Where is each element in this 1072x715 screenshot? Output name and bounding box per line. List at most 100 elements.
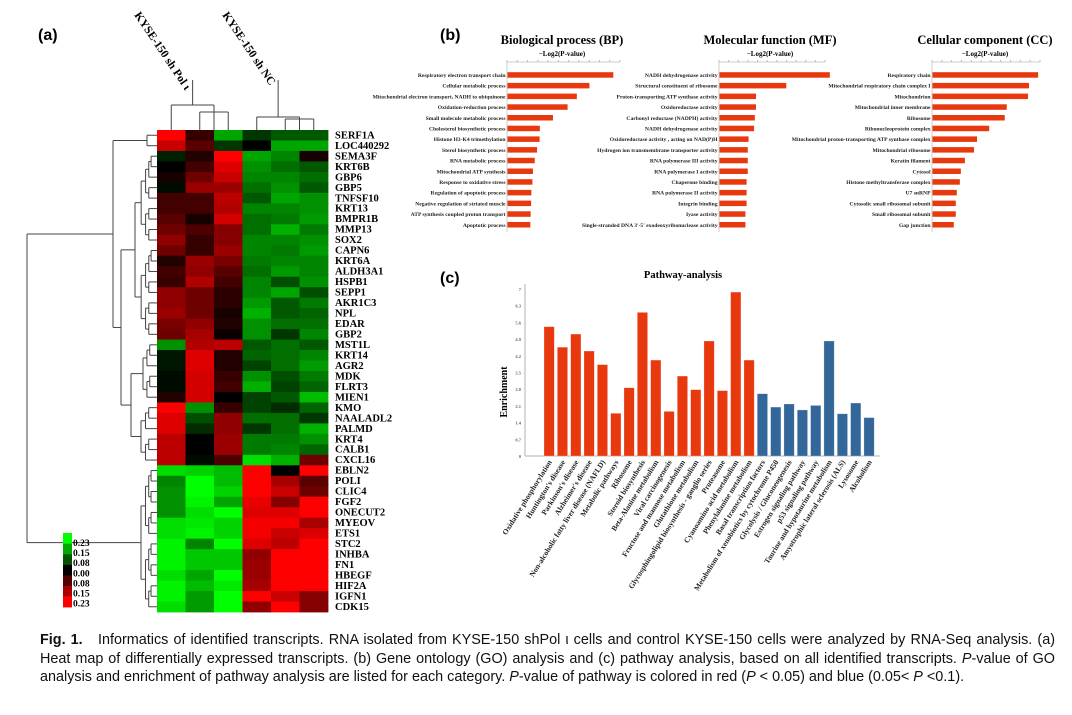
heatmap-cell — [242, 559, 272, 571]
heatmap-cell — [271, 161, 300, 173]
go-term-label: Small ribosomal subunit — [872, 212, 931, 218]
heatmap-cell — [157, 549, 186, 561]
heatmap-cell — [299, 538, 329, 550]
go-bar — [507, 125, 540, 132]
heatmap-cell — [242, 412, 272, 424]
go-term-label: Mitochondrial respiratory chain complex … — [828, 84, 930, 90]
gene-label: CLIC4 — [335, 487, 367, 498]
gene-label: TNFSF10 — [335, 193, 379, 204]
heatmap-cell — [271, 371, 300, 382]
gene-label: AKR1C3 — [335, 298, 376, 309]
gene-label: KRT6A — [335, 256, 371, 267]
heatmap-cell — [299, 213, 329, 225]
heatmap-cell — [214, 475, 243, 487]
heatmap-cell — [299, 402, 329, 414]
heatmap-cell — [185, 402, 215, 414]
gene-label: CAPN6 — [335, 246, 369, 257]
heatmap-cell — [299, 318, 329, 330]
heatmap-cell — [157, 234, 186, 246]
heatmap-cell — [214, 381, 243, 393]
pathway-bar — [623, 387, 635, 457]
go-term-label: Oxidoreductase activity , acting on NAD(… — [610, 136, 718, 143]
pathway-bar — [810, 405, 822, 457]
go-term-label: Sterol biosynthetic process — [442, 148, 506, 154]
heatmap-cell — [214, 360, 243, 372]
heatmap-cell — [242, 318, 272, 330]
legend-label: 0.15 — [73, 590, 90, 600]
heatmap-cell — [185, 486, 215, 498]
gene-label: ALDH3A1 — [335, 267, 383, 278]
heatmap-cell — [214, 559, 243, 571]
heatmap-cell — [214, 203, 243, 215]
heatmap-cell — [214, 287, 243, 299]
gene-label: SERF1A — [335, 130, 375, 141]
heatmap-cell — [299, 433, 329, 445]
heatmap-cell — [214, 182, 243, 194]
heatmap-cell — [214, 276, 243, 288]
heatmap-cell — [299, 444, 329, 456]
heatmap-cell — [214, 213, 243, 225]
go-term-label: Cytosol — [912, 169, 930, 175]
caption-p: P — [913, 669, 923, 686]
go-bar — [507, 115, 553, 121]
go-term-label: U7 snRNP — [905, 191, 931, 197]
go-term-label: Response to oxidative stress — [439, 180, 506, 186]
heatmap-cell — [185, 444, 215, 456]
pathway-bar — [610, 412, 622, 457]
go-bar — [507, 147, 538, 153]
color-legend: 0.230.150.080.000.080.150.23 — [63, 533, 90, 610]
go-bar — [932, 157, 965, 164]
heatmap-cell — [214, 507, 243, 519]
heatmap-cell — [271, 234, 300, 246]
legend-label: 0.08 — [73, 559, 90, 569]
heatmap-cell — [185, 454, 215, 466]
heatmap-cell — [214, 454, 243, 466]
heatmap-cell — [271, 140, 300, 152]
heatmap-cell — [185, 297, 215, 309]
heatmap-cell — [185, 559, 215, 571]
heatmap-cell — [214, 538, 243, 550]
heatmap-cell — [271, 570, 300, 581]
go-bar — [719, 125, 755, 132]
pathway-bar — [756, 393, 768, 457]
go-bar — [507, 136, 540, 142]
heatmap-cell — [157, 433, 186, 445]
heatmap-cell — [242, 287, 272, 299]
axis-label: −Log2(P-value) — [747, 50, 794, 58]
caption-text: -value of pathway is colored in red ( — [518, 669, 747, 686]
pathway-bar — [690, 389, 702, 457]
go-bar — [719, 147, 748, 153]
heatmap-cell — [185, 203, 215, 215]
gene-label: STC2 — [335, 539, 361, 550]
heatmap-cell — [185, 182, 215, 194]
go-bar — [932, 189, 957, 196]
heatmap-cell — [157, 360, 186, 372]
heatmap-cell — [271, 559, 300, 571]
heatmap-cell — [185, 433, 215, 445]
gene-label: MMP13 — [335, 225, 372, 236]
heatmap-cell — [157, 591, 186, 602]
heatmap-cell — [157, 350, 186, 361]
pathway-bar — [823, 340, 835, 457]
heatmap-cell — [242, 308, 272, 320]
go-term-label: Integrin binding — [678, 201, 718, 207]
go-bar — [719, 93, 757, 100]
caption-figure-number: Fig. 1. — [40, 632, 83, 648]
axis-label: −Log2(P-value) — [539, 50, 586, 58]
heatmap-cell — [157, 140, 186, 152]
legend-swatch — [63, 543, 72, 555]
heatmap-cell — [214, 517, 243, 529]
go-bar — [932, 211, 956, 217]
gene-label: SEMA3F — [335, 151, 377, 162]
go-term-label: Hydrogen ion transmembrane transporter a… — [597, 148, 718, 154]
go-bar — [932, 222, 954, 228]
go-term-label: Carbonyl reductase (NADPH) activity — [626, 115, 717, 122]
legend-swatch — [63, 533, 72, 544]
go-analysis-panel: Biological process (BP) −Log2(P-value) Res… — [373, 33, 1053, 232]
caption-text: -value of GO analysis and enrichment of … — [40, 650, 1055, 686]
heatmap-cell — [299, 224, 329, 236]
heatmap-cell — [157, 287, 186, 299]
heatmap-cell — [271, 591, 300, 602]
pathway-bar — [836, 413, 848, 457]
heatmap-cell — [185, 570, 215, 581]
